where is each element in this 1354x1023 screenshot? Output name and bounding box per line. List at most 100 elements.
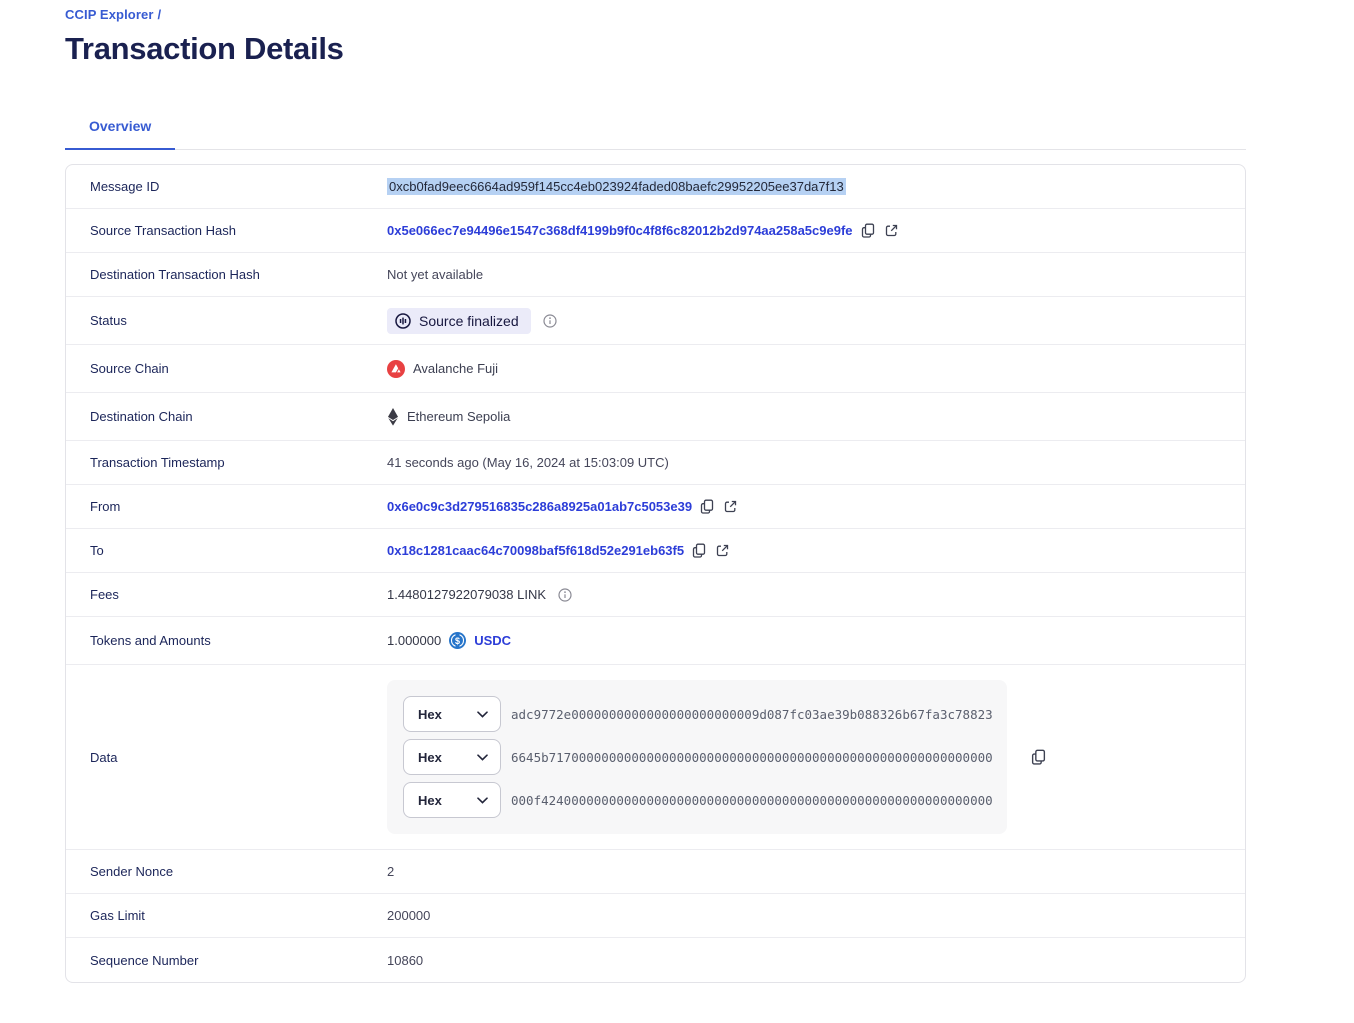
source-chain-name: Avalanche Fuji: [413, 361, 499, 376]
message-id-label: Message ID: [90, 179, 160, 194]
data-hex-line: 000f424000000000000000000000000000000000…: [511, 792, 993, 808]
status-info-icon[interactable]: [543, 313, 557, 328]
breadcrumb-separator: /: [157, 7, 162, 22]
destination-tx-hash-value: Not yet available: [387, 267, 484, 282]
external-link-icon[interactable]: [716, 544, 729, 557]
row-data: Data Hex adc9772e00000000000000000000000…: [66, 665, 1245, 850]
destination-chain-name: Ethereum Sepolia: [407, 409, 511, 424]
gas-limit-value: 200000: [387, 908, 431, 923]
row-status: Status Source finalized: [66, 297, 1245, 345]
copy-icon[interactable]: [861, 223, 875, 238]
from-label: From: [90, 499, 121, 514]
from-value-wrap: 0x6e0c9c3d279516835c286a8925a01ab7c5053e…: [387, 499, 1245, 514]
status-label: Status: [90, 313, 127, 328]
copy-icon[interactable]: [700, 499, 714, 514]
hex-format-selected: Hex: [418, 706, 442, 722]
data-value-wrap: Hex adc9772e0000000000000000000000009d08…: [387, 680, 1245, 834]
fees-value-wrap: 1.4480127922079038 LINK: [387, 587, 1245, 602]
ethereum-icon: [387, 407, 399, 426]
source-chain-value-wrap: Avalanche Fuji: [387, 359, 1245, 378]
status-badge: Source finalized: [387, 307, 531, 334]
row-message-id: Message ID 0xcb0fad9eec6664ad959f145cc4e…: [66, 165, 1245, 209]
tokens-and-amounts-label: Tokens and Amounts: [90, 633, 211, 648]
external-link-icon-glyph: [716, 544, 729, 557]
external-link-icon-glyph: [885, 224, 897, 237]
data-hex-line: adc9772e0000000000000000000000009d087fc0…: [511, 706, 993, 722]
status-badge-text: Source finalized: [419, 312, 519, 329]
tab-bar: Overview: [65, 108, 1246, 150]
from-address-link[interactable]: 0x6e0c9c3d279516835c286a8925a01ab7c5053e…: [387, 499, 693, 514]
svg-text:$: $: [455, 636, 460, 646]
copy-icon-glyph: [700, 499, 714, 514]
row-tokens-and-amounts: Tokens and Amounts 1.000000 $ USDC: [66, 617, 1245, 665]
copy-icon-glyph: [1031, 749, 1046, 765]
fees-label: Fees: [90, 587, 119, 602]
breadcrumb-ccip-explorer-link[interactable]: CCIP Explorer: [65, 7, 154, 22]
to-address-link[interactable]: 0x18c1281caac64c70098baf5f618d52e291eb63…: [387, 543, 685, 558]
avalanche-icon: [387, 359, 405, 378]
external-link-icon[interactable]: [885, 224, 898, 237]
chevron-down-icon: [477, 753, 488, 761]
data-label: Data: [90, 749, 118, 765]
to-value-wrap: 0x18c1281caac64c70098baf5f618d52e291eb63…: [387, 543, 1245, 558]
row-source-chain: Source Chain Avalanche Fuji: [66, 345, 1245, 393]
info-icon-glyph: [543, 313, 557, 328]
destination-tx-hash-label: Destination Transaction Hash: [90, 267, 260, 282]
copy-icon[interactable]: [692, 543, 706, 558]
chevron-down-icon: [477, 796, 488, 804]
row-fees: Fees 1.4480127922079038 LINK: [66, 573, 1245, 617]
usdc-icon: $: [449, 632, 467, 649]
copy-icon[interactable]: [1031, 749, 1046, 765]
data-line: Hex 6645b7170000000000000000000000000000…: [403, 739, 993, 775]
source-chain-label: Source Chain: [90, 361, 169, 376]
tokens-and-amounts-value-wrap: 1.000000 $ USDC: [387, 632, 1245, 649]
hex-format-select[interactable]: Hex: [403, 696, 501, 732]
data-hex-box: Hex adc9772e0000000000000000000000009d08…: [387, 680, 1007, 834]
source-tx-hash-value-wrap: 0x5e066ec7e94496e1547c368df4199b9f0c4f8f…: [387, 223, 1245, 238]
sender-nonce-value: 2: [387, 864, 395, 879]
sender-nonce-label: Sender Nonce: [90, 864, 174, 879]
sequence-number-value: 10860: [387, 952, 424, 968]
external-link-icon[interactable]: [724, 500, 737, 513]
row-sequence-number: Sequence Number 10860: [66, 938, 1245, 982]
to-label: To: [90, 543, 104, 558]
data-line: Hex 000f42400000000000000000000000000000…: [403, 782, 993, 818]
destination-chain-value-wrap: Ethereum Sepolia: [387, 407, 1245, 426]
data-hex-line: 6645b71700000000000000000000000000000000…: [511, 749, 993, 765]
row-timestamp: Transaction Timestamp 41 seconds ago (Ma…: [66, 441, 1245, 485]
token-amount: 1.000000: [387, 633, 442, 648]
data-line: Hex adc9772e0000000000000000000000009d08…: [403, 696, 993, 732]
gas-limit-label: Gas Limit: [90, 908, 145, 923]
source-tx-hash-link[interactable]: 0x5e066ec7e94496e1547c368df4199b9f0c4f8f…: [387, 223, 853, 238]
fees-value: 1.4480127922079038 LINK: [387, 587, 547, 602]
row-destination-chain: Destination Chain Ethereum Sepolia: [66, 393, 1245, 441]
hex-format-select[interactable]: Hex: [403, 739, 501, 775]
info-icon-glyph: [558, 587, 572, 602]
sequence-number-label: Sequence Number: [90, 952, 199, 968]
external-link-icon-glyph: [724, 500, 737, 513]
token-symbol-link[interactable]: USDC: [474, 633, 512, 648]
row-destination-tx-hash: Destination Transaction Hash Not yet ava…: [66, 253, 1245, 297]
message-id-value-wrap: 0xcb0fad9eec6664ad959f145cc4eb023924fade…: [387, 178, 1245, 195]
hex-format-selected: Hex: [418, 749, 442, 765]
page-title: Transaction Details: [65, 31, 344, 66]
message-id-value: 0xcb0fad9eec6664ad959f145cc4eb023924fade…: [387, 178, 846, 195]
hex-format-select[interactable]: Hex: [403, 782, 501, 818]
destination-chain-label: Destination Chain: [90, 409, 193, 424]
row-source-tx-hash: Source Transaction Hash 0x5e066ec7e94496…: [66, 209, 1245, 253]
row-sender-nonce: Sender Nonce 2: [66, 850, 1245, 894]
status-progress-icon: [395, 312, 411, 329]
row-gas-limit: Gas Limit 200000: [66, 894, 1245, 938]
hex-format-selected: Hex: [418, 792, 442, 808]
chevron-down-icon: [477, 710, 488, 718]
timestamp-label: Transaction Timestamp: [90, 455, 225, 470]
row-from: From 0x6e0c9c3d279516835c286a8925a01ab7c…: [66, 485, 1245, 529]
source-tx-hash-label: Source Transaction Hash: [90, 223, 236, 238]
row-to: To 0x18c1281caac64c70098baf5f618d52e291e…: [66, 529, 1245, 573]
tab-overview[interactable]: Overview: [65, 108, 176, 150]
breadcrumb: CCIP Explorer /: [65, 7, 1246, 22]
fees-info-icon[interactable]: [558, 587, 572, 602]
copy-icon-glyph: [692, 543, 706, 558]
status-value-wrap: Source finalized: [387, 307, 1245, 334]
timestamp-value: 41 seconds ago (May 16, 2024 at 15:03:09…: [387, 455, 669, 470]
